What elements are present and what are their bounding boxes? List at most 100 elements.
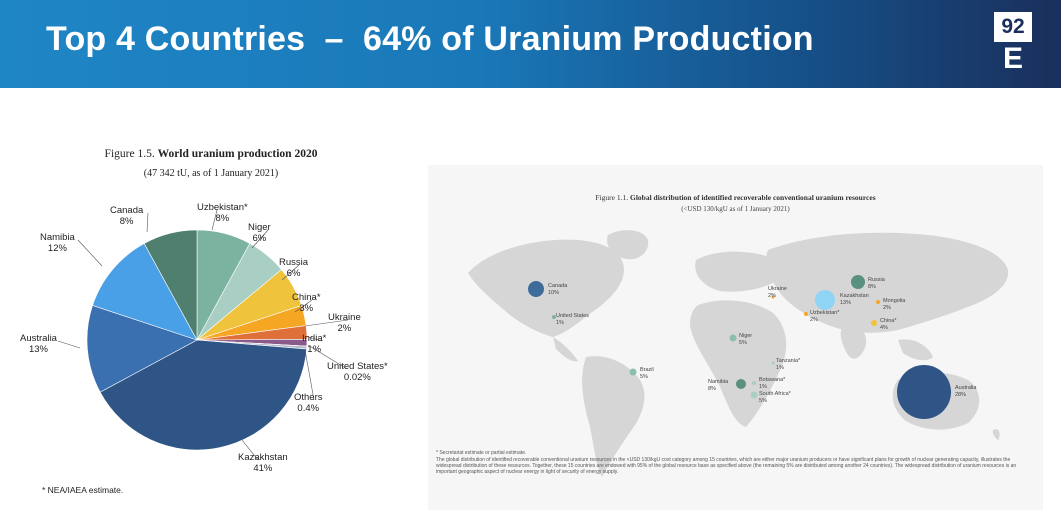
landmass-greenland (607, 230, 649, 260)
pie-label-namibia: Namibia 12% (40, 232, 75, 254)
pie-label-name: Ukraine (328, 312, 361, 323)
marker-canada (528, 281, 544, 297)
map-label-tanzania: Tanzania* 1% (776, 358, 800, 371)
pie-label-others: Others 0.4% (294, 392, 323, 414)
map-label-value: 1% (556, 319, 564, 326)
map-label-australia: Australia 28% (955, 385, 976, 398)
pie-leader-line (281, 264, 300, 281)
pie-leader-line (304, 319, 349, 327)
map-footnote-1: * Secretariat estimate or partial estima… (436, 450, 527, 456)
pie-chart (57, 209, 349, 461)
landmass-southeast-asia (898, 339, 933, 361)
landmass-north-america (468, 239, 624, 337)
landmass-south-america (582, 356, 645, 477)
marker-niger (729, 334, 737, 342)
pie-label-ukraine: Ukraine 2% (328, 312, 361, 334)
pie-label-value: 8% (119, 216, 134, 227)
slide-title: Top 4 Countries – 64% of Uranium Product… (46, 20, 814, 58)
map-label-name: Kazakhstan (840, 293, 869, 299)
map-label-name: Mongolia (883, 298, 906, 304)
map-label-name: Niger (739, 333, 753, 339)
pie-label-india: India* 1% (302, 333, 326, 355)
pie-label-value: 6% (286, 268, 301, 279)
pie-slice-australia (86, 305, 198, 393)
pie-title: World uranium production 2020 (157, 148, 318, 160)
pie-label-name: Kazakhstan (238, 452, 288, 463)
map-label-name: South Africa* (759, 391, 791, 397)
pie-label-value: 8% (215, 213, 230, 224)
pie-slice-namibia (92, 243, 198, 341)
pie-label-name: India* (302, 333, 327, 344)
pie-label-russia: Russia 6% (279, 257, 308, 279)
map-subtitle: (<USD 130/kgU as of 1 January 2021) (681, 205, 790, 213)
map-label-value: 2% (883, 304, 891, 311)
map-label-value: 4% (880, 324, 888, 331)
pie-slice-kazakhstan (99, 339, 307, 451)
pie-label-name: Namibia (40, 232, 75, 243)
pie-label-name: United States* (327, 361, 388, 372)
map-label-name: Russia (868, 277, 885, 283)
map-label-value: 10% (548, 289, 560, 296)
map-label-value: 5% (739, 339, 747, 346)
marker-australia (897, 365, 951, 419)
marker-namibia (736, 379, 746, 389)
pie-label-value: 3% (299, 303, 314, 314)
map-label-uzbekistan: Uzbekistan* 2% (810, 310, 839, 323)
pie-slice-canada (143, 229, 198, 341)
map-label-china: China* 4% (880, 318, 897, 331)
pie-figure-title: Figure 1.5. World uranium production 202… (12, 148, 410, 160)
pie-leader-line (304, 335, 323, 342)
map-label-value: 1% (759, 383, 767, 390)
marker-china (871, 320, 877, 326)
pie-leader-line (146, 212, 149, 233)
map-label-value: 13% (840, 299, 852, 306)
map-label-kazakhstan: Kazakhstan 13% (840, 293, 869, 306)
marker-russia (851, 275, 865, 289)
resources-map-figure: Figure 1.1. Global distribution of ident… (428, 165, 1043, 510)
pie-label-value: 1% (307, 344, 322, 355)
map-label-ukraine: Ukraine 2% (768, 286, 787, 299)
pie-footnote: * NEA/IAEA estimate. (42, 485, 124, 495)
map-figure-label: Figure 1.1. (595, 193, 629, 202)
pie-label-value: 41% (253, 463, 273, 474)
logo-number: 92 (994, 12, 1032, 42)
pie-label-australia: Australia 13% (20, 333, 57, 355)
pie-label-value: 13% (28, 344, 48, 355)
map-title: Figure 1.1. Global distribution of ident… (428, 193, 1043, 202)
map-label-mongolia: Mongolia 2% (883, 298, 905, 311)
landmass-new-zealand (992, 429, 1000, 440)
map-label-namibia: Namibia 8% (708, 379, 728, 392)
map-label-value: 5% (640, 373, 648, 380)
map-label-value: 2% (768, 292, 776, 299)
landmass-europe (695, 251, 779, 292)
landmass-central-america (553, 337, 578, 362)
map-label-value: 2% (810, 316, 818, 323)
marker-botswana (752, 381, 756, 385)
map-label-south-africa: South Africa* 5% (759, 391, 791, 404)
pie-label-name: Niger (248, 222, 271, 233)
map-label-name: China* (880, 318, 897, 324)
map-label-name: United States (556, 313, 590, 319)
map-footnote-2: The global distribution of identified re… (436, 457, 1017, 475)
map-label-value: 1% (776, 364, 784, 371)
header-banner: Top 4 Countries – 64% of Uranium Product… (0, 0, 1061, 88)
pie-label-name: Uzbekistan* (197, 202, 248, 213)
map-label-name: Australia (955, 385, 977, 391)
map-label-name: Brazil (640, 367, 654, 373)
pie-label-name: Australia (20, 333, 57, 344)
pie-subtitle: (47 342 tU, as of 1 January 2021) (143, 168, 279, 179)
marker-brazil (629, 368, 637, 376)
pie-label-name: Others (294, 392, 323, 403)
pie-label-value: 0.4% (297, 403, 320, 414)
marker-ukraine (771, 295, 775, 299)
pie-figure-label: Figure 1.5. (104, 148, 155, 160)
pie-label-name: China* (292, 292, 321, 303)
map-label-name: Ukraine (768, 286, 787, 292)
map-label-russia: Russia 8% (868, 277, 885, 290)
map-label-value: 8% (708, 385, 716, 392)
pie-label-uzbekistan: Uzbekistan* 8% (197, 202, 248, 224)
pie-label-name: Russia (279, 257, 309, 268)
map-title-text: Global distribution of identified recove… (629, 193, 876, 202)
map-label-name: Canada (548, 283, 568, 289)
map-label-canada: Canada 10% (548, 283, 567, 296)
